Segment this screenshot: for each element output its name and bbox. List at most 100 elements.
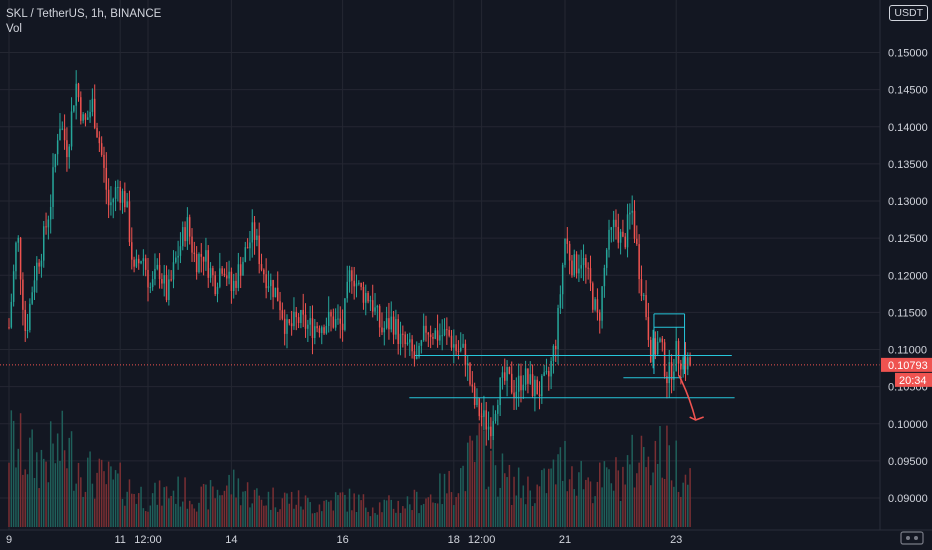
candle-body xyxy=(22,279,24,310)
volume-bar xyxy=(429,494,432,527)
volume-bar xyxy=(283,492,286,527)
candle-body xyxy=(661,338,664,343)
candle-body xyxy=(98,137,101,144)
volume-bar xyxy=(249,507,251,527)
candle-body xyxy=(168,279,170,301)
volume-bar xyxy=(631,434,633,527)
candle-body xyxy=(680,363,682,370)
candle-body xyxy=(508,367,511,374)
volume-bar xyxy=(323,500,325,527)
volume-bar xyxy=(663,478,666,527)
candle-body xyxy=(230,271,233,292)
volume-bar xyxy=(480,413,483,527)
candle-body xyxy=(202,256,205,262)
volume-bar xyxy=(548,468,550,527)
candle-body xyxy=(209,268,212,278)
candle-body xyxy=(601,286,603,321)
candle-body xyxy=(684,357,687,370)
volume-bars xyxy=(8,410,691,527)
volume-bar xyxy=(385,500,388,527)
volume-bar xyxy=(47,482,50,527)
volume-bar xyxy=(656,463,659,527)
volume-bar xyxy=(89,451,91,527)
volume-bar xyxy=(156,504,159,527)
currency-button[interactable]: USDT xyxy=(889,5,928,21)
candle-body xyxy=(341,323,344,330)
volume-bar xyxy=(666,425,668,527)
countdown-badge xyxy=(895,372,932,387)
volume-bar xyxy=(677,491,680,527)
volume-bar xyxy=(128,479,131,527)
volume-bar xyxy=(288,503,291,527)
volume-bar xyxy=(124,505,126,527)
volume-bar xyxy=(68,437,70,527)
candle-body xyxy=(406,342,409,345)
candle-body xyxy=(439,335,441,341)
volume-bar xyxy=(142,508,145,527)
volume-bar xyxy=(140,486,142,527)
candle-body xyxy=(63,128,66,141)
candle-body xyxy=(471,384,474,387)
volume-bar xyxy=(216,489,219,527)
symbol-title[interactable]: SKL / TetherUS, 1h, BINANCE xyxy=(6,8,162,20)
volume-bar xyxy=(267,491,270,527)
current-price-badge xyxy=(881,357,932,372)
volume-bar xyxy=(360,500,362,527)
candle-body xyxy=(513,392,515,398)
volume-bar xyxy=(487,486,490,527)
volume-bar xyxy=(179,506,182,527)
candle-body xyxy=(571,260,573,276)
volume-bar xyxy=(517,467,520,527)
candle-body xyxy=(161,278,163,284)
price-axis[interactable]: 0.15000 0.14500 0.14000 0.13500 0.13000 0.125… xyxy=(881,48,932,506)
volume-bar xyxy=(165,486,168,527)
volume-bar xyxy=(527,476,529,527)
candle-body xyxy=(436,330,439,341)
candle-body xyxy=(404,334,406,345)
candle-body xyxy=(181,227,184,247)
candle-body xyxy=(45,226,47,228)
volume-bar xyxy=(411,510,413,527)
candle-body xyxy=(265,274,267,289)
candle-body xyxy=(330,311,332,317)
volume-bar xyxy=(31,429,33,527)
candle-body xyxy=(362,286,365,303)
candle-body xyxy=(110,202,112,206)
volume-bar xyxy=(462,465,464,527)
candle-body xyxy=(82,114,84,121)
candle-body xyxy=(131,242,133,260)
candle-body xyxy=(77,83,80,98)
volume-bar xyxy=(459,468,462,527)
volume-bar xyxy=(601,487,603,527)
candle-body xyxy=(485,410,487,430)
volume-bar xyxy=(29,437,31,527)
candle-body xyxy=(244,247,247,262)
candle-body xyxy=(376,306,379,308)
candle-body xyxy=(610,227,613,230)
volume-bar xyxy=(302,509,304,527)
volume-bar xyxy=(137,493,140,527)
countdown-label: 20:34 xyxy=(899,375,927,387)
candle-body xyxy=(592,283,594,310)
price-tick-label: 0.12500 xyxy=(888,233,928,245)
drawing-tools[interactable] xyxy=(0,313,880,421)
volume-bar xyxy=(26,474,29,527)
candle-body xyxy=(517,375,520,392)
time-axis[interactable]: 9 11 12:00 14 16 18 12:00 21 23 xyxy=(6,534,682,546)
candle-body xyxy=(68,146,70,158)
volume-bar xyxy=(603,461,606,527)
candle-body xyxy=(40,260,43,267)
volume-label[interactable]: Vol xyxy=(6,23,22,35)
volume-bar xyxy=(144,511,147,527)
volume-bar xyxy=(154,482,156,527)
time-tick-label: 12:00 xyxy=(134,534,162,546)
volume-bar xyxy=(427,497,430,527)
candle-body xyxy=(371,300,374,312)
projection-arrow-head xyxy=(689,416,704,421)
volume-bar xyxy=(492,436,494,527)
candle-body xyxy=(128,201,131,243)
volume-bar xyxy=(181,501,184,527)
volume-bar xyxy=(242,491,244,527)
chart-settings-icon[interactable] xyxy=(900,530,924,546)
